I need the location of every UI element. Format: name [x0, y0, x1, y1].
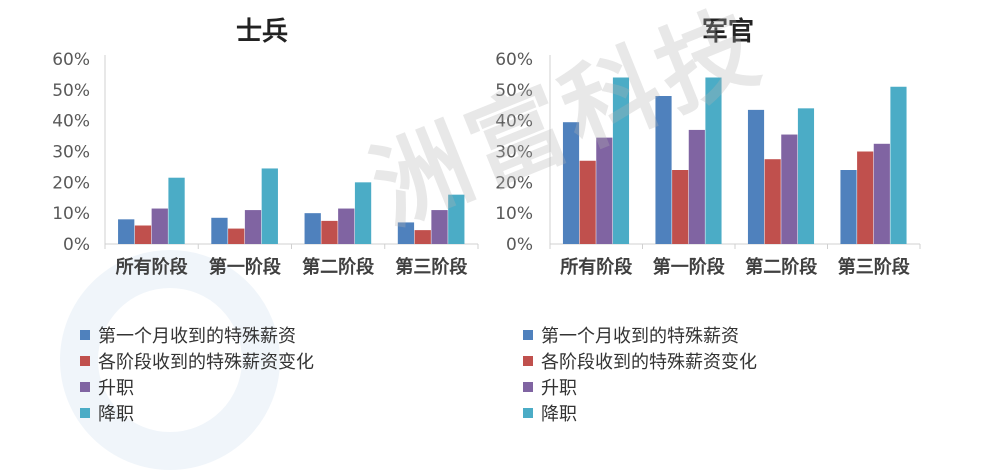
legend-swatch [80, 408, 90, 418]
y-tick-label: 40% [495, 112, 533, 132]
bar-4 [168, 177, 185, 244]
y-tick-label: 0% [63, 235, 90, 255]
legend-item: 降职 [523, 400, 757, 426]
y-tick-label: 30% [495, 143, 533, 163]
legend-item: 第一个月收到的特殊薪资 [523, 322, 757, 348]
category-label: 所有阶段 [116, 256, 189, 278]
bar-2 [321, 220, 338, 244]
bar-3 [151, 208, 168, 244]
legend-label: 降职 [541, 404, 577, 425]
category-label: 所有阶段 [560, 256, 633, 278]
bar-4 [261, 168, 278, 244]
legend-swatch [80, 330, 90, 340]
category-label: 第一阶段 [653, 256, 726, 278]
legend-item: 第一个月收到的特殊薪资 [80, 322, 314, 348]
bar-1 [840, 170, 857, 244]
y-tick-label: 30% [52, 143, 90, 163]
bar-3 [596, 137, 613, 244]
y-tick-label: 20% [52, 173, 90, 193]
bar-1 [655, 96, 672, 244]
y-tick-label: 50% [495, 81, 533, 101]
y-tick-label: 20% [495, 173, 533, 193]
legend-label: 升职 [98, 378, 134, 399]
y-tick-label: 60% [52, 50, 90, 70]
category-label: 第三阶段 [395, 256, 468, 278]
legend-swatch [523, 330, 533, 340]
bar-2 [228, 228, 245, 244]
bar-3 [781, 134, 798, 244]
legend-item: 升职 [80, 374, 314, 400]
legend-label: 升职 [541, 378, 577, 399]
legend-label: 第一个月收到的特殊薪资 [541, 326, 739, 347]
legend-swatch [523, 408, 533, 418]
y-tick-label: 50% [52, 81, 90, 101]
legend-swatch [523, 382, 533, 392]
legend-item: 各阶段收到的特殊薪资变化 [523, 348, 757, 374]
category-label: 第三阶段 [838, 256, 911, 278]
bar-4 [448, 194, 465, 244]
bar-3 [244, 210, 262, 244]
bar-1 [747, 109, 765, 244]
bar-3 [873, 143, 890, 244]
legend-item: 降职 [80, 400, 314, 426]
legend-item: 升职 [523, 374, 757, 400]
bar-3 [431, 210, 448, 244]
legend-swatch [80, 382, 90, 392]
bar-1 [562, 122, 580, 244]
y-tick-label: 0% [506, 235, 533, 255]
chart-title: 士兵 [236, 17, 288, 47]
bar-2 [134, 225, 152, 244]
legend-swatch [80, 356, 90, 366]
legend-label: 降职 [98, 404, 134, 425]
bar-2 [764, 159, 781, 244]
bar-2 [579, 160, 596, 244]
category-label: 第一阶段 [209, 256, 282, 278]
y-tick-label: 60% [495, 50, 533, 70]
bar-4 [354, 182, 372, 244]
bar-2 [857, 151, 874, 244]
legend-label: 各阶段收到的特殊薪资变化 [541, 352, 757, 373]
y-tick-label: 40% [52, 112, 90, 132]
bar-1 [118, 219, 135, 244]
bar-1 [211, 217, 228, 244]
bar-1 [397, 222, 415, 244]
bar-3 [338, 208, 355, 244]
legend-swatch [523, 356, 533, 366]
bar-4 [705, 77, 722, 244]
category-label: 第二阶段 [302, 256, 375, 278]
legend-item: 各阶段收到的特殊薪资变化 [80, 348, 314, 374]
chart-canvas: 士兵0%10%20%30%40%50%60%所有阶段 第一阶段 第二阶段 第三阶段军官… [52, 16, 921, 278]
bar-4 [612, 77, 630, 244]
chart-title: 军官 [702, 16, 754, 47]
bar-2 [414, 230, 431, 244]
legend-soldiers: 第一个月收到的特殊薪资 各阶段收到的特殊薪资变化 升职降职 [80, 322, 314, 426]
legend-label: 各阶段收到的特殊薪资变化 [98, 352, 314, 373]
category-label: 第二阶段 [745, 256, 818, 278]
legend-label: 第一个月收到的特殊薪资 [98, 326, 296, 347]
bar-3 [688, 129, 705, 244]
bar-4 [890, 86, 907, 244]
legend-officers: 第一个月收到的特殊薪资 各阶段收到的特殊薪资变化 升职降职 [523, 322, 757, 426]
bar-2 [672, 170, 689, 244]
y-tick-label: 10% [52, 204, 90, 224]
bar-4 [797, 108, 815, 244]
y-tick-label: 10% [495, 204, 533, 224]
bar-1 [304, 213, 321, 244]
